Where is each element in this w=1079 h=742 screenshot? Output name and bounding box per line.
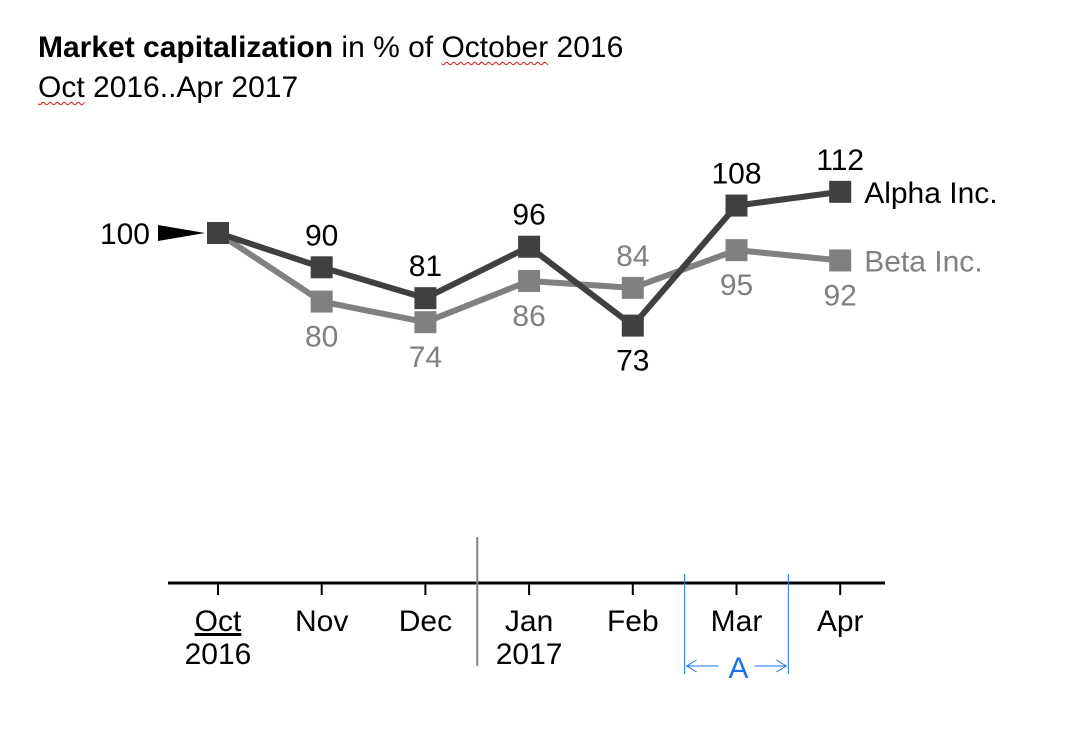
data-point (621, 276, 644, 299)
data-point (829, 249, 852, 272)
data-point (207, 222, 229, 244)
data-label-beta: 92 (824, 279, 857, 312)
legend-label-alpha: Alpha Inc. (864, 177, 997, 210)
annotation-arrowhead-left (685, 659, 697, 673)
data-label-beta: 74 (409, 341, 442, 374)
data-point (414, 287, 437, 310)
data-point (414, 311, 437, 334)
annotation-label: A (728, 652, 748, 685)
chart-title-block: Market capitalization in % of October 20… (38, 28, 623, 108)
x-tick-sublabel: 2017 (496, 638, 563, 671)
data-label-beta: 80 (305, 321, 338, 354)
start-marker-arrow (158, 225, 205, 241)
x-tick-label: Feb (607, 605, 659, 638)
data-point (310, 290, 333, 313)
annotation-arrowhead-right (776, 659, 788, 673)
start-value-label: 100 (100, 218, 150, 251)
data-label-alpha: 90 (305, 219, 338, 252)
chart-title-year: 2016 (548, 31, 624, 64)
x-tick-label: Oct (195, 605, 242, 638)
x-tick-label: Nov (295, 605, 348, 638)
x-tick-label: Dec (399, 605, 452, 638)
x-tick-label: Apr (817, 605, 864, 638)
x-tick-sublabel: 2016 (185, 638, 252, 671)
data-label-beta: 95 (720, 269, 753, 302)
x-tick-label: Mar (711, 605, 763, 638)
legend-label-beta: Beta Inc. (864, 245, 982, 278)
chart-subtitle-prefix: Oct (38, 71, 85, 104)
chart-subtitle-rest: 2016..Apr 2017 (84, 71, 299, 104)
data-point (310, 256, 333, 279)
data-label-alpha: 96 (512, 199, 545, 232)
data-label-beta: 84 (616, 240, 649, 273)
data-point (725, 194, 748, 217)
data-label-alpha: 108 (711, 158, 761, 191)
chart-title-prefix: in % of (333, 31, 442, 64)
data-label-alpha: 112 (816, 144, 864, 177)
x-tick-label: Jan (505, 605, 553, 638)
data-point (725, 239, 748, 262)
data-point (829, 180, 852, 203)
data-label-beta: 86 (512, 300, 545, 333)
data-point (518, 270, 541, 293)
chart-subtitle: Oct 2016..Apr 2017 (38, 68, 623, 108)
chart-title-month: October (441, 31, 549, 64)
data-point (518, 235, 541, 258)
chart-title-bold: Market capitalization (38, 31, 334, 64)
chart-title: Market capitalization in % of October 20… (38, 28, 623, 68)
data-point (621, 314, 644, 337)
data-label-alpha: 81 (409, 250, 442, 283)
data-label-alpha: 73 (616, 345, 649, 378)
